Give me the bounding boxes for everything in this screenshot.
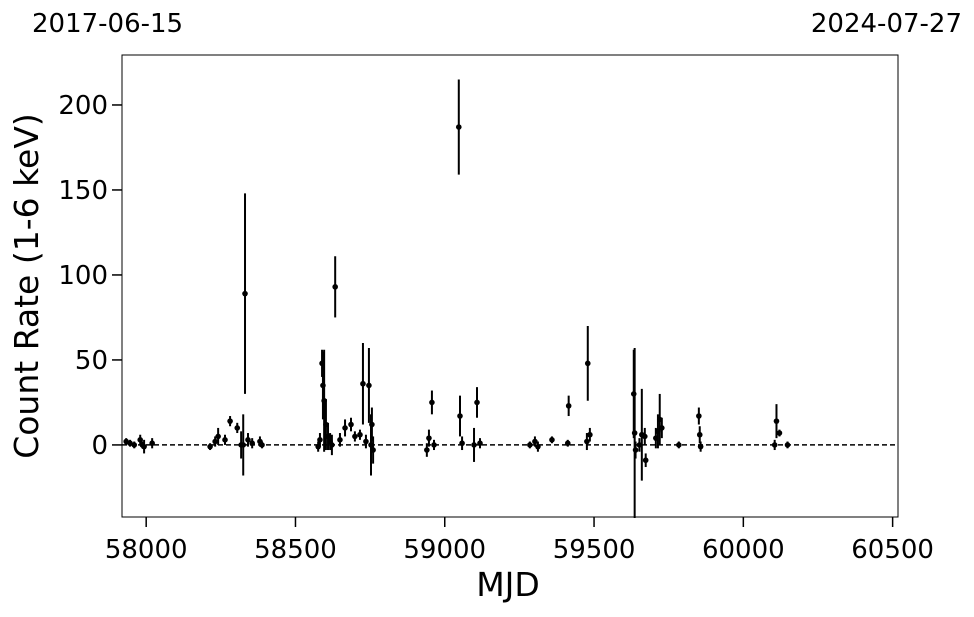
data-point — [227, 418, 233, 424]
plot-frame — [121, 54, 899, 518]
data-point — [149, 440, 155, 447]
data-point — [776, 430, 783, 436]
data-point — [212, 438, 218, 445]
data-point — [535, 443, 541, 450]
data-point — [565, 403, 572, 409]
data-point — [366, 382, 372, 389]
data-point — [771, 442, 778, 448]
data-point — [242, 290, 248, 297]
data-point — [131, 442, 138, 448]
data-point — [632, 447, 639, 453]
x-tick-label: 58000 — [105, 535, 188, 565]
y-axis-label: Count Rate (1-6 keV) — [7, 113, 46, 459]
data-point — [564, 440, 571, 447]
data-point — [352, 433, 358, 440]
data-point — [784, 442, 791, 448]
data-point — [455, 124, 462, 130]
data-point — [471, 442, 477, 448]
data-point — [459, 440, 465, 447]
data-point — [457, 413, 463, 419]
data-point — [642, 433, 648, 440]
data-point — [631, 430, 638, 436]
y-tick-label: 50 — [75, 346, 108, 376]
data-point — [587, 431, 593, 438]
data-point — [676, 442, 682, 448]
data-point — [207, 443, 213, 450]
data-point — [249, 440, 255, 447]
data-point — [141, 443, 147, 450]
data-point — [370, 447, 376, 453]
data-point — [424, 447, 430, 453]
data-point — [584, 438, 590, 445]
data-point — [357, 431, 363, 438]
data-point — [369, 421, 375, 428]
y-tick-label: 100 — [58, 261, 108, 291]
data-point — [659, 425, 665, 431]
data-point — [337, 437, 343, 443]
data-point — [234, 425, 241, 431]
data-point — [549, 437, 555, 443]
y-tick-label: 200 — [58, 91, 108, 121]
data-point — [222, 437, 228, 443]
data-point — [348, 421, 354, 428]
data-point — [329, 442, 335, 448]
y-tick-label: 0 — [91, 431, 108, 461]
data-point — [317, 437, 323, 443]
x-tick-label: 58500 — [254, 535, 337, 565]
data-point — [360, 380, 366, 387]
data-point — [245, 437, 251, 443]
x-axis-label: MJD — [476, 565, 540, 604]
data-point — [642, 457, 649, 464]
data-point — [584, 360, 591, 367]
y-tick-label: 150 — [58, 176, 108, 206]
data-point — [697, 443, 704, 450]
x-tick-label: 59000 — [403, 535, 486, 565]
end-date: 2024-07-27 — [811, 9, 962, 39]
data-point — [332, 284, 338, 290]
data-point — [259, 442, 265, 448]
data-point — [363, 438, 369, 445]
data-point — [474, 399, 480, 406]
data-point — [426, 435, 432, 441]
x-tick-label: 60000 — [702, 535, 785, 565]
data-point — [527, 442, 533, 448]
x-tick-label: 59500 — [553, 535, 636, 565]
data-point — [215, 433, 221, 440]
data-point — [477, 440, 483, 447]
data-point — [240, 442, 247, 448]
data-point — [137, 437, 144, 443]
data-point — [532, 438, 538, 445]
data-point — [342, 425, 348, 431]
data-point — [429, 399, 435, 406]
start-date: 2017-06-15 — [32, 9, 183, 39]
data-point — [696, 431, 703, 438]
data-point — [431, 442, 437, 448]
data-point — [773, 418, 780, 424]
x-tick-label: 60500 — [851, 535, 934, 565]
data-point — [696, 413, 702, 419]
